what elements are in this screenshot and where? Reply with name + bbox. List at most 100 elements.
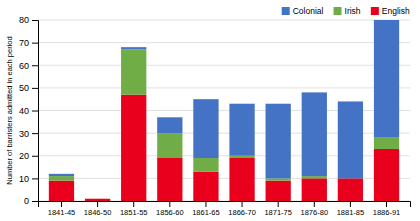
y-axis: 0 10 20 30 40 50 60 70 80 [19, 15, 39, 206]
bar [338, 101, 363, 178]
bar [157, 117, 182, 133]
bar-series [49, 49, 399, 180]
axis-line [32, 21, 39, 202]
tick-mark [32, 111, 38, 112]
tick-mark [350, 201, 351, 207]
tick-mark [205, 201, 206, 207]
tick-label: 50 [19, 83, 29, 93]
bar [302, 178, 327, 201]
bar [229, 104, 254, 156]
chart: 010203040506070801841-451846-501851-5518… [0, 0, 420, 221]
tick: 50 [19, 83, 38, 93]
tick-label: 1886-91 [373, 208, 401, 217]
tick-label: 1841-45 [48, 208, 76, 217]
bar [85, 198, 110, 199]
tick: 20 [19, 151, 38, 161]
tick: 1886-91 [373, 201, 401, 217]
tick-label: 70 [19, 38, 29, 48]
tick-label: 60 [19, 61, 29, 71]
grid-line [38, 42, 410, 43]
legend: Colonial Irish English [282, 6, 410, 16]
legend-item: Colonial [282, 6, 324, 16]
tick: 10 [19, 174, 38, 184]
tick: 80 [19, 15, 38, 25]
legend-label: Irish [345, 6, 361, 16]
tick: 1871-75 [264, 201, 292, 217]
legend-swatch [334, 7, 342, 15]
tick-label: 1866-70 [228, 208, 256, 217]
tick-label: 1876-80 [301, 208, 329, 217]
tick-mark [32, 133, 38, 134]
tick-mark [97, 201, 98, 207]
tick-label: 30 [19, 129, 29, 139]
tick-label: 80 [19, 15, 29, 25]
bar [49, 174, 74, 176]
x-axis: 1841-45 1846-50 1851-55 1856-60 1861-65 1866-… [39, 201, 411, 217]
tick-mark [32, 65, 38, 66]
tick-label: 20 [19, 151, 29, 161]
bar [229, 158, 254, 201]
tick: 1876-80 [301, 201, 329, 217]
tick: 1856-60 [156, 201, 184, 217]
bar [302, 92, 327, 176]
bar [338, 178, 363, 201]
legend-label: English [382, 6, 410, 16]
tick-mark [242, 201, 243, 207]
tick: 1841-45 [48, 201, 76, 217]
tick-label: 1861-65 [192, 208, 220, 217]
bar-series [49, 20, 399, 178]
tick: 70 [19, 38, 38, 48]
tick-label: 0 [24, 196, 29, 206]
axis-line [39, 202, 411, 208]
tick-mark [32, 43, 38, 44]
tick-mark [32, 88, 38, 89]
bar [374, 149, 399, 201]
bar [229, 156, 254, 158]
bar [266, 181, 291, 201]
bar [193, 99, 218, 158]
y-axis-label: Number of barristers admitted in each pe… [5, 36, 14, 184]
tick: 0 [24, 196, 38, 206]
bar [266, 178, 291, 180]
tick: 1851-55 [120, 201, 148, 217]
tick-label: 40 [19, 106, 29, 116]
bar [85, 199, 110, 201]
bar [121, 95, 146, 201]
bar [302, 176, 327, 178]
grid [38, 20, 410, 201]
bar [49, 176, 74, 181]
tick-mark [386, 201, 387, 207]
tick-label: 1856-60 [156, 208, 184, 217]
bar-series [49, 95, 399, 201]
tick: 30 [19, 129, 38, 139]
tick-label: 1846-50 [84, 208, 112, 217]
bar [193, 158, 218, 172]
tick: 60 [19, 61, 38, 71]
legend-item: English [371, 6, 410, 16]
tick: 40 [19, 106, 38, 116]
legend-label: Colonial [293, 6, 324, 16]
tick: 1861-65 [192, 201, 220, 217]
legend-item: Irish [334, 6, 361, 16]
bar [157, 158, 182, 201]
legend-swatch [282, 7, 290, 15]
grid-line [38, 87, 410, 88]
bar [374, 138, 399, 149]
tick-label: 10 [19, 174, 29, 184]
grid-line [38, 65, 410, 66]
bar [85, 198, 110, 199]
tick-mark [169, 201, 170, 207]
tick: 1881-85 [337, 201, 365, 217]
tick-mark [278, 201, 279, 207]
tick-mark [32, 156, 38, 157]
legend-swatch [371, 7, 379, 15]
bar [157, 133, 182, 158]
bar [49, 181, 74, 201]
tick: 1866-70 [228, 201, 256, 217]
tick-mark [314, 201, 315, 207]
tick-label: 1871-75 [264, 208, 292, 217]
tick-label: 1851-55 [120, 208, 148, 217]
tick: 1846-50 [84, 201, 112, 217]
tick-mark [133, 201, 134, 207]
bar [193, 172, 218, 201]
